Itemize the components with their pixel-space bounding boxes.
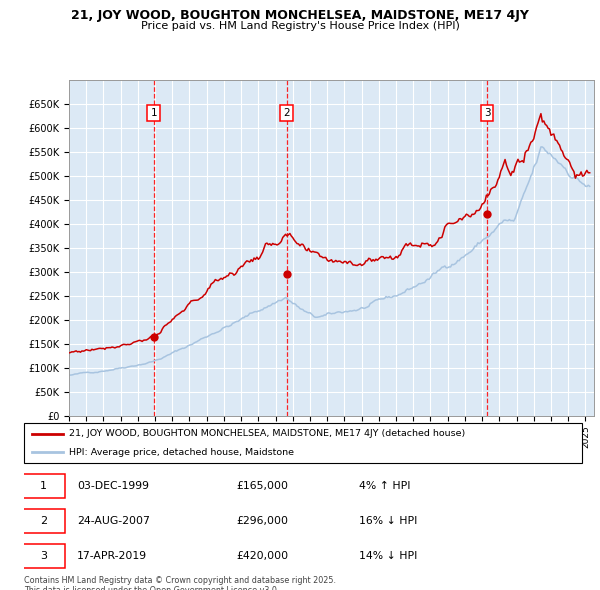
Text: 03-DEC-1999: 03-DEC-1999 — [77, 481, 149, 491]
Text: 2: 2 — [283, 109, 290, 118]
FancyBboxPatch shape — [23, 509, 65, 533]
Text: 17-APR-2019: 17-APR-2019 — [77, 551, 147, 561]
Text: 14% ↓ HPI: 14% ↓ HPI — [359, 551, 417, 561]
Text: Price paid vs. HM Land Registry's House Price Index (HPI): Price paid vs. HM Land Registry's House … — [140, 21, 460, 31]
Text: 2: 2 — [40, 516, 47, 526]
Text: 3: 3 — [484, 109, 490, 118]
Text: £296,000: £296,000 — [236, 516, 288, 526]
Text: 1: 1 — [151, 109, 157, 118]
FancyBboxPatch shape — [24, 423, 582, 463]
Text: £420,000: £420,000 — [236, 551, 288, 561]
Text: 24-AUG-2007: 24-AUG-2007 — [77, 516, 150, 526]
Text: £165,000: £165,000 — [236, 481, 288, 491]
Text: 1: 1 — [40, 481, 47, 491]
Text: 21, JOY WOOD, BOUGHTON MONCHELSEA, MAIDSTONE, ME17 4JY: 21, JOY WOOD, BOUGHTON MONCHELSEA, MAIDS… — [71, 9, 529, 22]
Text: Contains HM Land Registry data © Crown copyright and database right 2025.
This d: Contains HM Land Registry data © Crown c… — [24, 576, 336, 590]
Text: 16% ↓ HPI: 16% ↓ HPI — [359, 516, 417, 526]
Text: 4% ↑ HPI: 4% ↑ HPI — [359, 481, 410, 491]
FancyBboxPatch shape — [23, 474, 65, 498]
Text: 3: 3 — [40, 551, 47, 561]
FancyBboxPatch shape — [23, 544, 65, 568]
Text: HPI: Average price, detached house, Maidstone: HPI: Average price, detached house, Maid… — [68, 448, 293, 457]
Text: 21, JOY WOOD, BOUGHTON MONCHELSEA, MAIDSTONE, ME17 4JY (detached house): 21, JOY WOOD, BOUGHTON MONCHELSEA, MAIDS… — [68, 430, 465, 438]
